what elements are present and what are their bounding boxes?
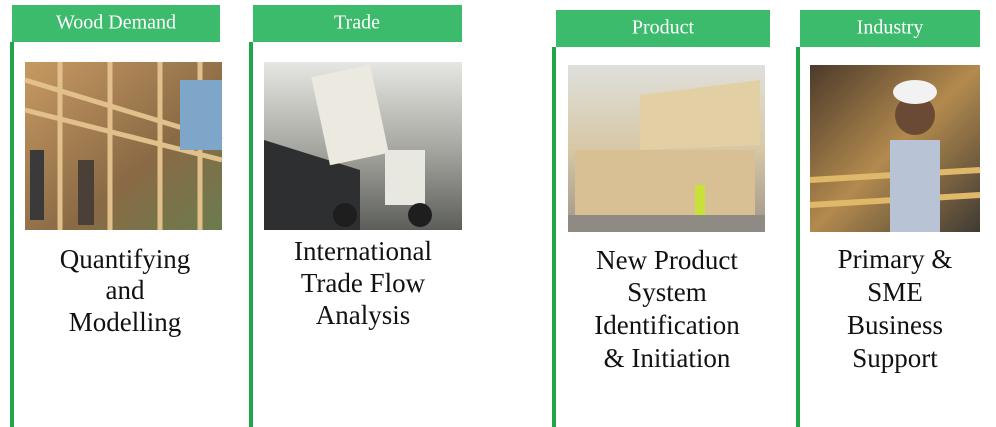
caption-line: & Initiation bbox=[604, 343, 731, 373]
card-bar bbox=[249, 42, 253, 427]
caption-line: System bbox=[627, 277, 707, 307]
tab-label: Industry bbox=[857, 17, 924, 39]
card-tab bbox=[556, 10, 770, 47]
caption-line: SME bbox=[867, 277, 923, 307]
tab-label: Product bbox=[632, 17, 695, 39]
card-tab bbox=[800, 10, 980, 47]
caption-line: Business bbox=[847, 310, 943, 340]
caption-line: Support bbox=[852, 343, 938, 373]
card-bar bbox=[796, 47, 800, 427]
tab-label: Wood Demand bbox=[56, 12, 176, 34]
card: Trade International Trade Flow Analysis bbox=[249, 5, 462, 427]
card-bar bbox=[552, 47, 556, 427]
caption-line: Modelling bbox=[69, 307, 182, 337]
card: Product New Product System Identificatio… bbox=[552, 10, 770, 427]
caption-line: International bbox=[294, 236, 432, 266]
caption-line: New Product bbox=[596, 245, 738, 275]
caption-line: Trade Flow bbox=[301, 268, 426, 298]
photo bbox=[809, 65, 981, 232]
card-tab bbox=[12, 5, 220, 42]
card-bar bbox=[10, 42, 14, 427]
card: Industry Primary & SME Business Support bbox=[796, 10, 981, 427]
card: Wood Demand Quantifying and Modelling bbox=[10, 5, 223, 427]
photo bbox=[264, 62, 462, 230]
tab-label: Trade bbox=[334, 12, 380, 34]
photo bbox=[24, 62, 223, 230]
caption-line: Primary & bbox=[838, 244, 953, 274]
caption-line: Identification bbox=[594, 310, 740, 340]
caption-line: Analysis bbox=[316, 300, 411, 330]
card-tab bbox=[253, 5, 462, 42]
photo bbox=[568, 65, 765, 232]
caption-line: Quantifying bbox=[60, 244, 190, 274]
caption-line: and bbox=[106, 275, 145, 305]
